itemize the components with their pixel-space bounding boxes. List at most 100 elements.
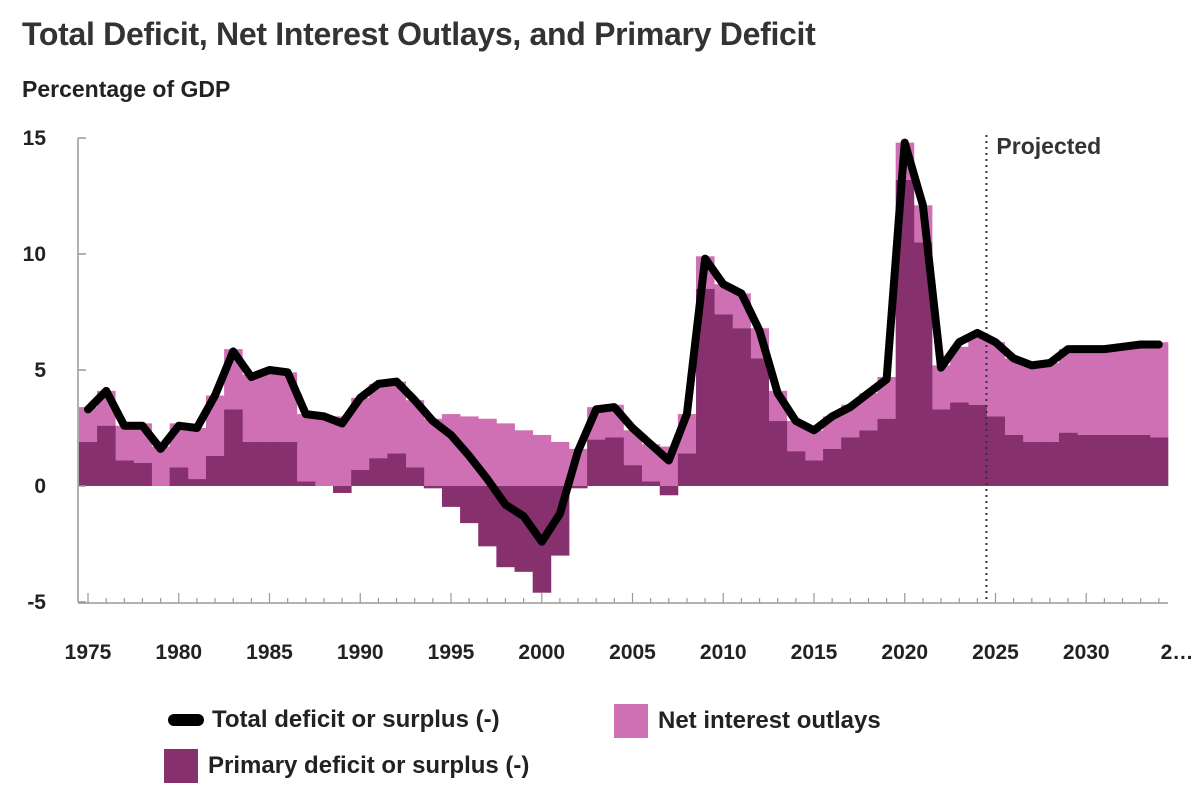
primary-bar [968, 404, 987, 486]
x-tick-label: 1980 [155, 641, 202, 664]
primary-bar [1131, 434, 1151, 486]
net-interest-bar [986, 342, 1005, 417]
net-interest-bar [296, 414, 316, 482]
primary-bar [205, 455, 225, 486]
primary-bar [568, 486, 588, 489]
y-axis-label: Percentage of GDP [22, 76, 231, 102]
net-interest-bar [1040, 363, 1060, 442]
primary-bar [623, 465, 642, 486]
primary-bar [859, 430, 878, 486]
primary-bar [333, 486, 352, 493]
net-interest-bar [1059, 349, 1078, 433]
primary-bar [641, 481, 661, 486]
net-interest-bar [242, 374, 261, 442]
net-interest-bar [314, 418, 334, 486]
primary-bar [478, 486, 497, 547]
net-interest-bar [405, 400, 425, 468]
primary-bar [1059, 432, 1078, 486]
primary-bar [677, 453, 697, 486]
legend-item-interest: Net interest outlays [614, 704, 881, 738]
legend-label-primary: Primary deficit or surplus (-) [208, 752, 530, 779]
net-interest-bar [804, 430, 824, 461]
primary-bar [441, 486, 461, 507]
primary-bar [423, 486, 443, 489]
legend-label-total: Total deficit or surplus (-) [212, 706, 500, 733]
primary-bar [1004, 434, 1024, 486]
x-tick-label: 1990 [337, 641, 384, 664]
net-interest-bar [369, 383, 388, 459]
y-tick-label: -5 [27, 591, 46, 614]
primary-bar [750, 358, 770, 486]
primary-bar [877, 418, 897, 486]
primary-bar [931, 409, 951, 486]
primary-bar [1095, 434, 1114, 486]
x-tick-label: 1995 [428, 641, 475, 664]
primary-bar [659, 486, 679, 496]
net-interest-bar [1113, 344, 1133, 435]
primary-bar [387, 453, 407, 486]
net-interest-bar [187, 428, 207, 480]
net-interest-bar [1022, 365, 1042, 442]
net-interest-bar [950, 346, 969, 403]
y-tick-label: 15 [23, 127, 47, 150]
primary-bar [732, 328, 751, 486]
net-interest-bar [623, 430, 642, 466]
primary-bar [224, 409, 243, 486]
primary-bar [1149, 437, 1169, 486]
primary-bar [804, 460, 824, 486]
net-interest-bar [514, 430, 534, 486]
primary-bar [514, 486, 534, 572]
net-interest-bar [333, 416, 352, 486]
primary-bar [913, 242, 933, 486]
x-tick-label: 2000 [518, 641, 565, 664]
primary-bar [351, 469, 370, 486]
net-interest-bar [968, 332, 987, 405]
primary-bar [169, 467, 189, 486]
net-interest-bar [115, 425, 134, 461]
primary-bar [1040, 441, 1060, 486]
net-interest-bar [351, 397, 370, 470]
primary-bar [950, 402, 969, 486]
net-interest-bar [387, 381, 407, 454]
x-tick-label: 2025 [972, 641, 1019, 664]
primary-bar [369, 458, 388, 486]
primary-bar [986, 416, 1005, 486]
primary-bar [841, 437, 860, 486]
total-deficit-line [84, 138, 1163, 546]
net-interest-bar [1131, 342, 1151, 435]
net-interest-bar [931, 365, 951, 410]
primary-bar [133, 462, 152, 486]
x-tick-label: 2015 [791, 641, 838, 664]
primary-bar [1022, 441, 1042, 486]
net-interest-bar [1095, 349, 1114, 435]
net-interest-bar [550, 441, 570, 486]
net-interest-bar [441, 414, 461, 486]
primary-bar [187, 479, 207, 486]
x-tick-label: 2… [1161, 641, 1194, 664]
x-tick-label: 1985 [246, 641, 293, 664]
primary-bar [696, 288, 715, 486]
legend-item-primary: Primary deficit or surplus (-) [164, 749, 529, 783]
net-interest-bar [1077, 349, 1096, 435]
total-deficit-series-line [84, 138, 1163, 546]
x-tick-label: 2020 [881, 641, 928, 664]
primary-bar [823, 448, 842, 486]
legend-label-interest: Net interest outlays [658, 707, 881, 734]
primary-bar [587, 439, 606, 486]
primary-bar [296, 481, 316, 486]
axes: -5 0 5 10 15 1975 1980 1985 1990 1995 2000 2005 2010… [23, 127, 1194, 664]
primary-bar [786, 451, 806, 486]
y-tick-label: 0 [34, 475, 46, 498]
net-interest-bar [1149, 342, 1169, 438]
net-interest-bar [859, 393, 878, 431]
net-interest-bar [532, 434, 552, 486]
net-interest-bar [714, 284, 733, 315]
y-tick-label: 10 [23, 243, 46, 266]
net-interest-bar [151, 446, 171, 486]
legend-item-total: Total deficit or surplus (-) [168, 706, 500, 734]
legend-primary-swatch [164, 749, 198, 783]
net-interest-bar [423, 418, 443, 486]
projected-label: Projected [996, 133, 1101, 159]
net-interest-bar [260, 370, 279, 442]
projection-marker: Projected [985, 133, 1101, 603]
